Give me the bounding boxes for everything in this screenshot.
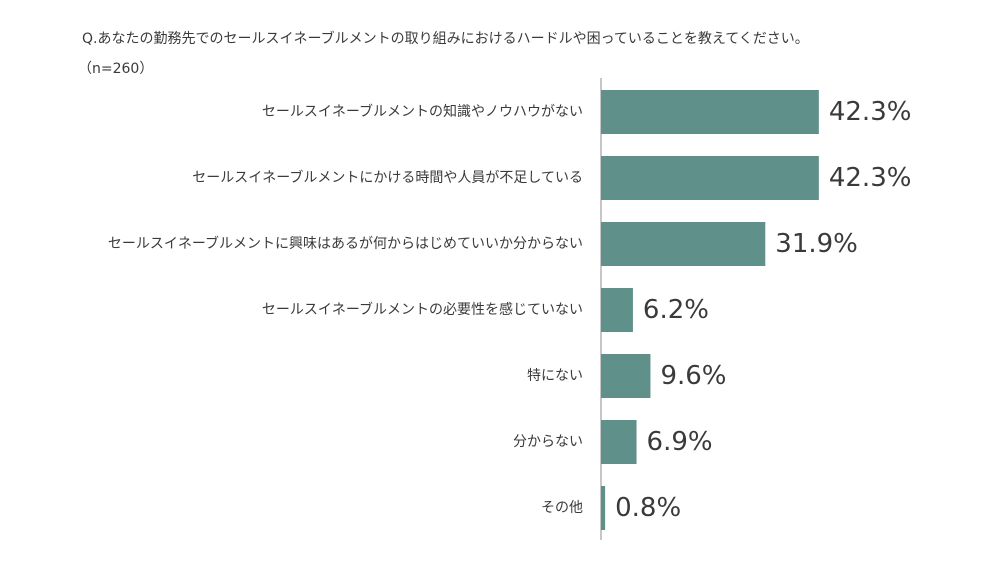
bar-2: [601, 156, 819, 200]
category-label-7: その他: [541, 500, 583, 516]
category-label-1: セールスイネーブルメントの知識やノウハウがない: [262, 103, 583, 120]
value-label-5: 9.6%: [660, 361, 726, 391]
bar-1: [601, 90, 819, 134]
value-label-4: 6.2%: [643, 295, 709, 325]
category-label-5: 特にない: [527, 368, 583, 384]
bar-4: [601, 288, 633, 332]
value-label-6: 6.9%: [647, 427, 713, 457]
bar-7: [601, 486, 606, 530]
bar-3: [601, 222, 766, 266]
value-label-2: 42.3%: [829, 163, 912, 193]
value-label-3: 31.9%: [775, 229, 858, 259]
question-text: Q.あなたの勤務先でのセールスイネーブルメントの取り組みにおけるハードルや困って…: [82, 31, 809, 47]
category-label-2: セールスイネーブルメントにかける時間や人員が不足している: [192, 169, 583, 186]
bar-5: [601, 354, 651, 398]
category-label-3: セールスイネーブルメントに興味はあるが何からはじめていいか分からない: [108, 235, 583, 252]
sample-size: （n=260）: [78, 61, 154, 77]
value-label-7: 0.8%: [615, 493, 681, 523]
bar-6: [601, 420, 637, 464]
value-label-1: 42.3%: [829, 97, 912, 127]
category-label-6: 分からない: [513, 434, 583, 450]
category-label-4: セールスイネーブルメントの必要性を感じていない: [262, 301, 583, 318]
